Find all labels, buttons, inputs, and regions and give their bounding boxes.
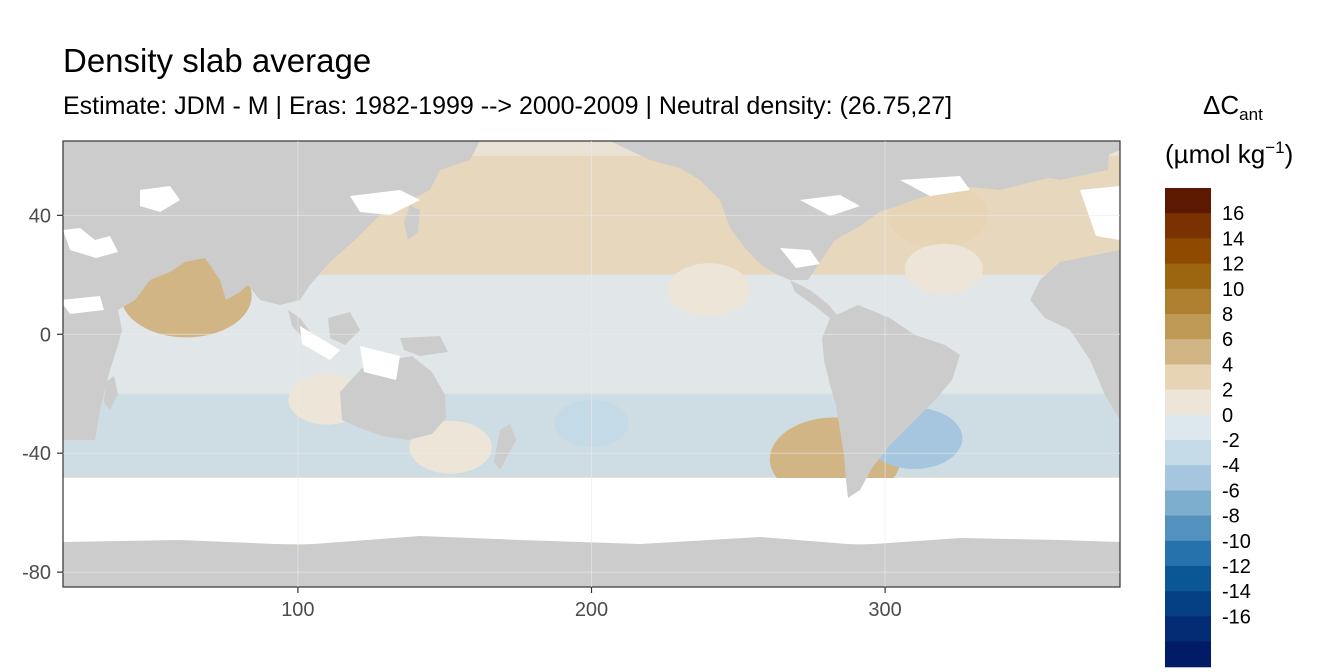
legend-unit-exponent: −1 bbox=[1265, 138, 1284, 157]
legend-label-10: -4 bbox=[1222, 455, 1240, 477]
legend-swatch-15 bbox=[1165, 566, 1211, 592]
legend-label-2: 12 bbox=[1222, 254, 1244, 276]
legend-label-7: 2 bbox=[1222, 380, 1233, 402]
y-axis: 40 0 -40 -80 bbox=[22, 205, 63, 584]
chart-title: Density slab average bbox=[63, 42, 372, 79]
greenland-land bbox=[980, 141, 1110, 180]
legend-label-9: -2 bbox=[1222, 430, 1240, 452]
legend-swatch-11 bbox=[1165, 465, 1211, 491]
japan-land bbox=[404, 205, 420, 240]
legend-label-16: -16 bbox=[1222, 606, 1251, 628]
legend-label-15: -14 bbox=[1222, 581, 1251, 603]
legend-swatch-3 bbox=[1165, 263, 1211, 290]
y-tick-label--40: -40 bbox=[22, 443, 51, 465]
australia-land bbox=[340, 356, 446, 440]
legend-unit: (µmol kg−1) bbox=[1165, 138, 1293, 169]
legend-label-1: 14 bbox=[1222, 228, 1244, 250]
legend-swatch-9 bbox=[1165, 414, 1211, 441]
madagascar-land bbox=[104, 376, 118, 410]
field-north-pacific-high-1 bbox=[667, 263, 751, 317]
legend-label-13: -10 bbox=[1222, 531, 1251, 553]
legend-unit-prefix: (µmol kg bbox=[1165, 139, 1265, 169]
legend-label-14: -12 bbox=[1222, 556, 1251, 578]
legend-swatch-2 bbox=[1165, 238, 1211, 265]
legend: ΔCant (µmol kg−1) 16 14 12 10 8 6 4 2 0 -2 -4 -6 -8 -… bbox=[1165, 90, 1293, 668]
africa-land bbox=[1030, 250, 1120, 420]
legend-label-8: 0 bbox=[1222, 405, 1233, 427]
legend-label-11: -6 bbox=[1222, 480, 1240, 502]
legend-swatch-1 bbox=[1165, 213, 1211, 239]
legend-unit-suffix: ) bbox=[1285, 139, 1294, 169]
legend-label-3: 10 bbox=[1222, 279, 1244, 301]
y-tick-label-0: 0 bbox=[40, 324, 51, 346]
legend-swatch-8 bbox=[1165, 389, 1211, 416]
new-guinea-land bbox=[400, 336, 448, 356]
x-tick-label-200: 200 bbox=[575, 599, 608, 621]
legend-swatch-0 bbox=[1165, 188, 1211, 214]
legend-swatch-7 bbox=[1165, 364, 1211, 391]
legend-swatch-4 bbox=[1165, 288, 1211, 315]
legend-labels: 16 14 12 10 8 6 4 2 0 -2 -4 -6 -8 -10 -12 -14 -16 bbox=[1222, 203, 1251, 628]
chart-subtitle: Estimate: JDM - M | Eras: 1982-1999 --> … bbox=[63, 92, 953, 120]
legend-label-5: 6 bbox=[1222, 329, 1233, 351]
y-tick-label--80: -80 bbox=[22, 562, 51, 584]
borneo-land bbox=[328, 312, 360, 345]
legend-title-subscript: ant bbox=[1239, 105, 1263, 124]
legend-colorbar bbox=[1165, 188, 1211, 668]
legend-label-4: 8 bbox=[1222, 304, 1233, 326]
x-tick-label-300: 300 bbox=[868, 599, 901, 621]
south-america-land bbox=[822, 305, 960, 498]
x-axis: 100 200 300 bbox=[281, 587, 902, 621]
legend-title-delta: ΔC bbox=[1203, 90, 1239, 120]
legend-swatch-10 bbox=[1165, 440, 1211, 466]
legend-swatch-14 bbox=[1165, 540, 1211, 567]
y-tick-label-40: 40 bbox=[29, 205, 51, 227]
legend-swatch-17 bbox=[1165, 616, 1211, 643]
x-tick-label-100: 100 bbox=[281, 599, 314, 621]
legend-swatch-16 bbox=[1165, 591, 1211, 617]
legend-swatch-13 bbox=[1165, 515, 1211, 542]
legend-label-6: 4 bbox=[1222, 354, 1233, 376]
legend-label-0: 16 bbox=[1222, 203, 1244, 225]
legend-title-main: ΔCant bbox=[1203, 90, 1263, 124]
legend-swatch-18 bbox=[1165, 641, 1211, 668]
legend-swatch-12 bbox=[1165, 490, 1211, 517]
legend-swatch-6 bbox=[1165, 339, 1211, 365]
field-subtropical-atlantic-1 bbox=[904, 243, 983, 294]
north-america-land bbox=[610, 141, 1120, 280]
legend-label-12: -8 bbox=[1222, 506, 1240, 528]
central-america-land bbox=[790, 280, 838, 318]
new-zealand-land bbox=[494, 424, 516, 470]
legend-swatch-5 bbox=[1165, 314, 1211, 340]
grid-layer bbox=[63, 141, 1120, 587]
